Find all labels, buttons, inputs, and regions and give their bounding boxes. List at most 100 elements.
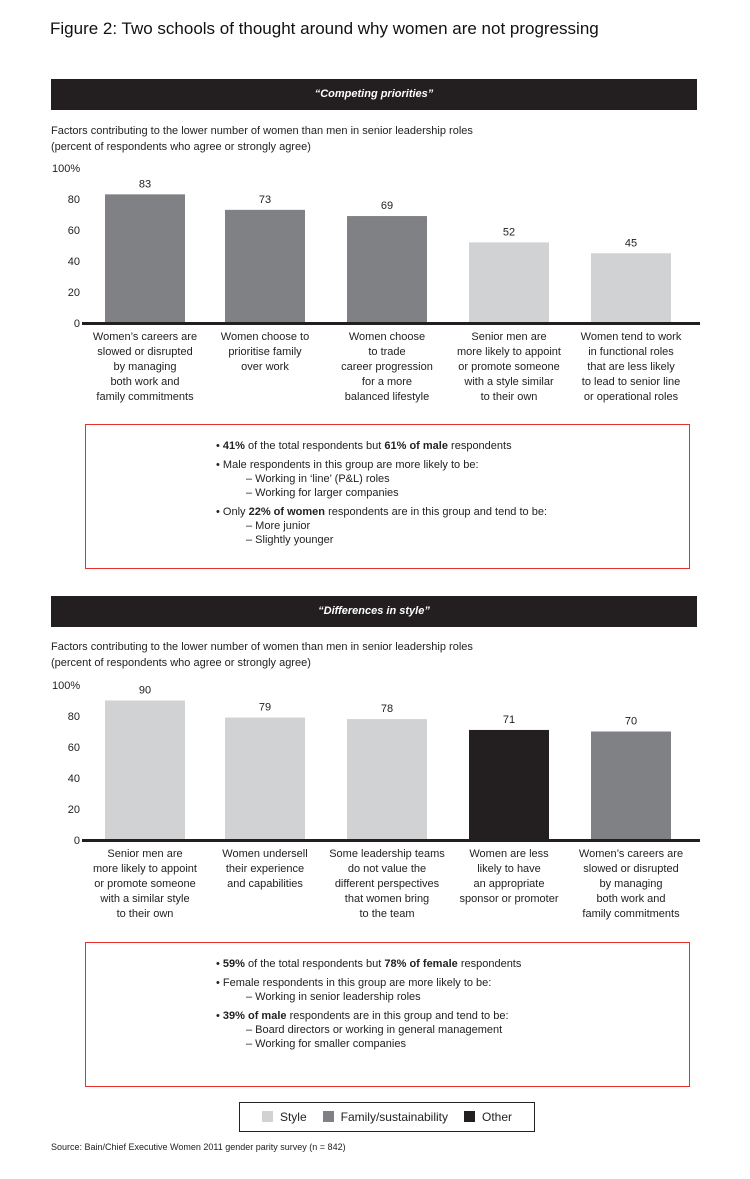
category-label: or operational roles (584, 391, 679, 403)
y-tick-label: 100% (52, 163, 80, 175)
category-label: that women bring (345, 893, 429, 905)
category-label: by managing (600, 878, 663, 890)
category-label: that are less likely (587, 361, 675, 373)
legend-swatch (464, 1111, 476, 1122)
bar (225, 717, 305, 840)
bar (105, 700, 185, 840)
category-label: over work (241, 361, 289, 373)
sub-item: – Working in senior leadership roles (246, 991, 421, 1003)
category-label: for a more (362, 376, 412, 388)
category-label: Women’s careers are (579, 848, 683, 860)
bullet-item: • Female respondents in this group are m… (216, 976, 521, 1004)
bullet-text: respondents are in this group and tend t… (325, 506, 548, 518)
sub-item: – Working in ‘line’ (P&L) roles (246, 473, 390, 485)
data-label: 83 (139, 178, 151, 190)
y-tick-label: 100% (52, 680, 80, 692)
data-label: 73 (259, 194, 271, 206)
category-label: career progression (341, 361, 433, 373)
category-label: to their own (117, 908, 174, 920)
subtitle-line: (percent of respondents who agree or str… (51, 657, 311, 669)
bar (469, 242, 549, 323)
y-tick-label: 80 (68, 711, 80, 723)
sub-item: – Board directors or working in general … (246, 1024, 503, 1036)
data-label: 90 (139, 685, 151, 697)
category-label: family commitments (582, 908, 680, 920)
bullet-text: respondents are in this group and tend t… (286, 1010, 509, 1022)
y-tick-label: 40 (68, 773, 80, 785)
category-label: balanced lifestyle (345, 391, 429, 403)
subtitle-line: Factors contributing to the lower number… (51, 125, 473, 137)
legend-label: Style (279, 1110, 307, 1124)
data-label: 69 (381, 200, 393, 212)
category-label: to trade (368, 346, 405, 358)
sub-item: – More junior (246, 520, 311, 532)
category-label: with a similar style (99, 893, 189, 905)
subtitle-line: Factors contributing to the lower number… (51, 641, 473, 653)
legend-swatch (261, 1111, 273, 1122)
data-label: 79 (259, 702, 271, 714)
category-label: more likely to appoint (457, 346, 561, 358)
category-label: sponsor or promoter (459, 893, 558, 905)
category-label: prioritise family (228, 346, 302, 358)
bullet-item: • 41% of the total respondents but 61% o… (216, 439, 547, 453)
bar (591, 253, 671, 323)
category-label: and capabilities (227, 878, 303, 890)
bar (591, 731, 671, 840)
bullet-text: respondents (457, 958, 522, 970)
bullet-text: 39% of male (222, 1010, 287, 1022)
bullet-text: • (216, 958, 223, 970)
y-tick-label: 40 (68, 256, 80, 268)
source-note: Source: Bain/Chief Executive Women 2011 … (51, 1142, 346, 1152)
chart-subtitle: Factors contributing to the lower number… (51, 639, 473, 671)
bar (469, 729, 549, 840)
category-label: or promote someone (94, 878, 196, 890)
y-tick-label: 80 (68, 194, 80, 206)
figure-title: Figure 2: Two schools of thought around … (50, 19, 599, 38)
bullet-text: 22% of women (248, 506, 326, 518)
bullet-text: of the total respondents but (244, 440, 385, 452)
category-label: slowed or disrupted (583, 863, 678, 875)
bullet-text: Male respondents in this group are more … (222, 459, 479, 471)
category-label: their experience (226, 863, 304, 875)
legend-label: Other (482, 1110, 513, 1124)
sub-item: – Working for larger companies (246, 487, 399, 499)
data-label: 70 (625, 716, 637, 728)
sub-item: – Working for smaller companies (246, 1038, 406, 1050)
x-axis-line (82, 322, 700, 325)
bullet-text: 78% of female (384, 958, 458, 970)
bullet-text: 61% of male (384, 440, 448, 452)
bar (347, 719, 427, 840)
y-tick-label: 60 (68, 225, 80, 237)
bullet-text: of the total respondents but (244, 958, 385, 970)
y-tick-label: 20 (68, 804, 80, 816)
bullet-item: • 39% of male respondents are in this gr… (216, 1009, 521, 1051)
bar-chart-competing-priorities: 0 20 40 60 80 100% 83 Women’s careers are slowed… (52, 163, 700, 403)
data-label: 45 (625, 237, 637, 249)
section-header-competing-priorities: “Competing priorities” (51, 79, 697, 110)
y-tick-label: 0 (74, 835, 80, 847)
bullet-item: • 59% of the total respondents but 78% o… (216, 957, 521, 971)
category-label: slowed or disrupted (97, 346, 192, 358)
bullet-text: 59% (222, 958, 245, 970)
category-label: family commitments (96, 391, 194, 403)
category-label: Women are less (469, 848, 549, 860)
y-tick-label: 0 (74, 318, 80, 330)
category-label: or promote someone (458, 361, 560, 373)
legend: Style Family/sustainability Other (239, 1102, 535, 1132)
category-label: Some leadership teams (329, 848, 445, 860)
callout-box-differences-in-style: • 59% of the total respondents but 78% o… (85, 942, 690, 1087)
bullet-text: • (216, 1010, 223, 1022)
bullet-text: • (216, 459, 223, 471)
chart-subtitle: Factors contributing to the lower number… (51, 123, 473, 155)
y-tick-label: 20 (68, 287, 80, 299)
sub-item: – Slightly younger (246, 534, 334, 546)
y-tick-label: 60 (68, 742, 80, 754)
category-label: to lead to senior line (582, 376, 680, 388)
category-label: Women undersell (222, 848, 307, 860)
category-label: do not value the (348, 863, 426, 875)
category-label: an appropriate (474, 878, 545, 890)
bullet-list: • 41% of the total respondents but 61% o… (216, 439, 547, 552)
category-label: in functional roles (588, 346, 674, 358)
bullet-item: • Male respondents in this group are mor… (216, 458, 547, 500)
